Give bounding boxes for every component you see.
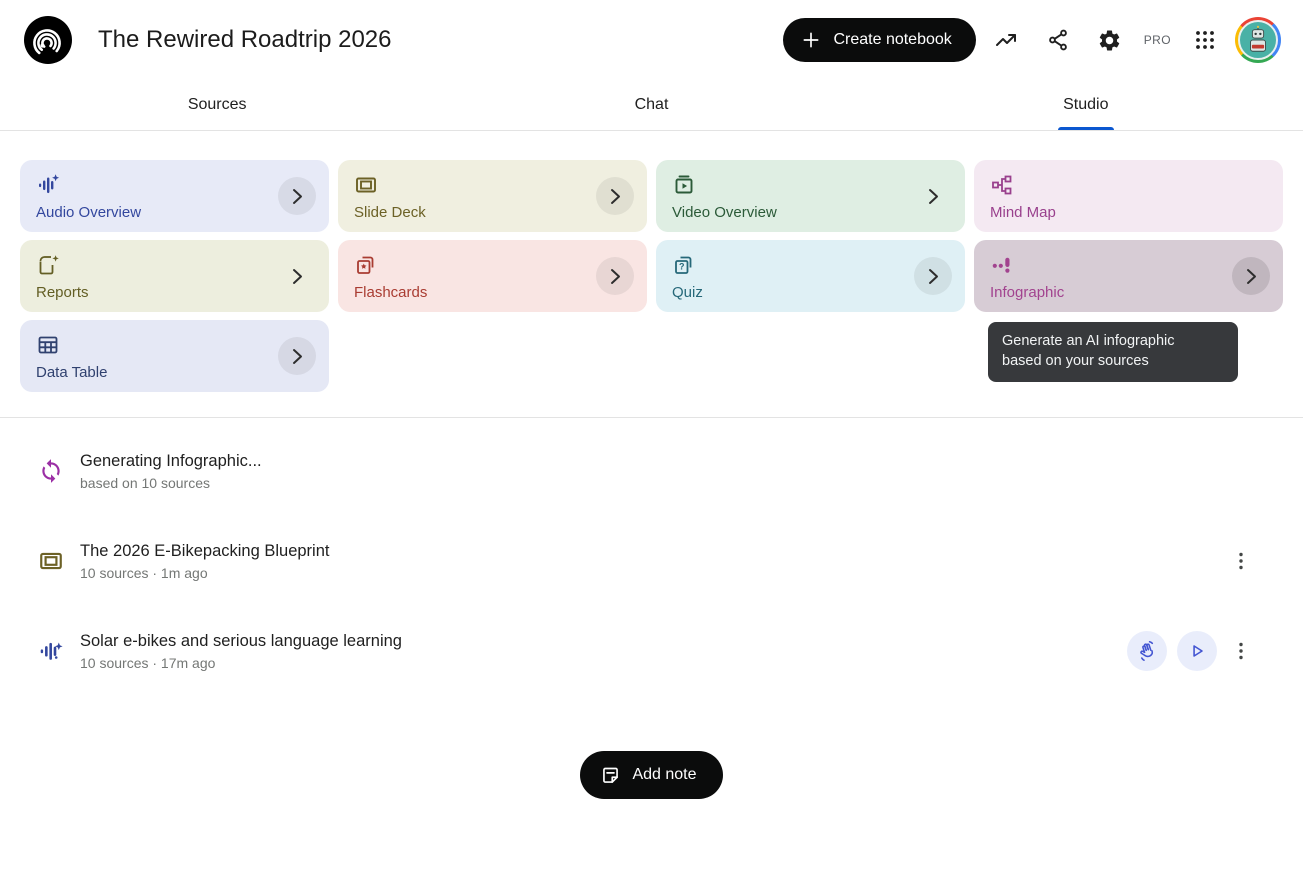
section-divider	[0, 417, 1303, 418]
sync-icon	[38, 458, 64, 484]
svg-text:?: ?	[679, 262, 685, 272]
card-infographic[interactable]: Infographic	[974, 240, 1283, 312]
slide-deck-icon	[38, 548, 64, 574]
active-tab-underline	[1057, 127, 1114, 130]
tab-chat[interactable]: Chat	[434, 80, 868, 130]
item-title: The 2026 E-Bikepacking Blueprint	[80, 541, 330, 560]
infographic-icon	[990, 253, 1267, 277]
settings-button[interactable]	[1088, 18, 1132, 62]
chevron-right-icon[interactable]	[1232, 257, 1270, 295]
add-note-container: Add note	[0, 751, 1303, 799]
mind-map-icon	[990, 173, 1267, 197]
more-options-button[interactable]	[1227, 631, 1255, 671]
card-data-table[interactable]: Data Table	[20, 320, 329, 392]
create-notebook-button[interactable]: Create notebook	[783, 18, 976, 62]
interactive-mode-button[interactable]	[1127, 631, 1167, 671]
card-video-overview[interactable]: Video Overview	[656, 160, 965, 232]
card-slide-deck[interactable]: Slide Deck	[338, 160, 647, 232]
chevron-right-icon[interactable]	[914, 257, 952, 295]
tooltip-line-2: based on your sources	[1002, 353, 1149, 369]
infographic-tooltip: Generate an AI infographic based on your…	[988, 322, 1238, 382]
studio-items-list: Generating Infographic... based on 10 so…	[0, 418, 1303, 675]
card-reports[interactable]: Reports	[20, 240, 329, 312]
list-item-slide-deck[interactable]: The 2026 E-Bikepacking Blueprint 10 sour…	[20, 537, 1283, 585]
gear-icon	[1097, 28, 1122, 53]
create-notebook-label: Create notebook	[833, 31, 952, 48]
card-label: Mind Map	[990, 204, 1056, 221]
card-label: Quiz	[672, 284, 703, 301]
card-label: Flashcards	[354, 284, 428, 301]
card-label: Video Overview	[672, 204, 777, 221]
chevron-right-icon[interactable]	[596, 177, 634, 215]
item-subtitle: based on 10 sources	[80, 474, 210, 491]
kebab-menu-icon	[1229, 639, 1253, 663]
card-label: Audio Overview	[36, 204, 142, 221]
flashcards-icon	[354, 253, 631, 277]
tab-sources-label: Sources	[187, 96, 247, 113]
item-subtitle: 10 sources · 17m ago	[80, 654, 216, 671]
play-audio-button[interactable]	[1177, 631, 1217, 671]
apps-grid-icon	[1193, 28, 1217, 52]
chevron-right-icon[interactable]	[278, 177, 316, 215]
tab-studio-label: Studio	[1063, 96, 1109, 113]
chevron-right-icon[interactable]	[914, 177, 952, 215]
tooltip-line-1: Generate an AI infographic	[1002, 333, 1175, 349]
chevron-right-icon[interactable]	[596, 257, 634, 295]
app-header: The Rewired Roadtrip 2026 Create noteboo…	[0, 0, 1303, 80]
data-table-icon	[36, 333, 313, 357]
add-note-button[interactable]: Add note	[580, 751, 723, 799]
video-overview-icon	[672, 173, 949, 197]
card-label: Data Table	[36, 364, 108, 381]
list-item-generating-infographic[interactable]: Generating Infographic... based on 10 so…	[20, 447, 1283, 495]
play-icon	[1187, 641, 1207, 661]
item-title: Solar e-bikes and serious language learn…	[80, 631, 402, 650]
audio-waveform-icon	[36, 173, 313, 197]
card-label: Infographic	[990, 284, 1065, 301]
add-note-label: Add note	[632, 766, 697, 783]
card-audio-overview[interactable]: Audio Overview	[20, 160, 329, 232]
user-avatar[interactable]	[1235, 17, 1281, 63]
list-item-audio-overview[interactable]: Solar e-bikes and serious language learn…	[20, 627, 1283, 675]
note-icon	[600, 765, 621, 786]
waving-hand-icon	[1136, 640, 1158, 662]
trending-up-icon	[994, 28, 1018, 52]
panel-tabbar: Sources Chat Studio	[0, 80, 1303, 131]
avatar-robot-image	[1238, 20, 1278, 60]
plus-icon	[801, 30, 821, 50]
notebooklm-logo[interactable]	[24, 16, 72, 64]
card-quiz[interactable]: ? Quiz	[656, 240, 965, 312]
item-subtitle: 10 sources · 1m ago	[80, 564, 208, 581]
item-title: Generating Infographic...	[80, 451, 262, 470]
tab-sources[interactable]: Sources	[0, 80, 434, 130]
reports-icon	[36, 253, 313, 277]
tab-studio[interactable]: Studio	[869, 80, 1303, 130]
page-title: The Rewired Roadtrip 2026	[98, 26, 392, 53]
analytics-button[interactable]	[984, 18, 1028, 62]
chevron-right-icon[interactable]	[278, 337, 316, 375]
more-options-button[interactable]	[1227, 541, 1255, 581]
quiz-icon: ?	[672, 253, 949, 277]
studio-cards-section: Audio Overview Slide Deck	[0, 131, 1303, 417]
kebab-menu-icon	[1229, 549, 1253, 573]
share-button[interactable]	[1036, 18, 1080, 62]
card-flashcards[interactable]: Flashcards	[338, 240, 647, 312]
card-mind-map[interactable]: Mind Map	[974, 160, 1283, 232]
card-label: Slide Deck	[354, 204, 426, 221]
chevron-right-icon[interactable]	[278, 257, 316, 295]
slide-deck-icon	[354, 173, 631, 197]
pro-badge: PRO	[1143, 33, 1171, 47]
share-icon	[1046, 28, 1070, 52]
card-label: Reports	[36, 284, 89, 301]
audio-waveform-icon	[38, 638, 64, 664]
apps-grid-button[interactable]	[1183, 18, 1227, 62]
tab-chat-label: Chat	[634, 96, 669, 113]
